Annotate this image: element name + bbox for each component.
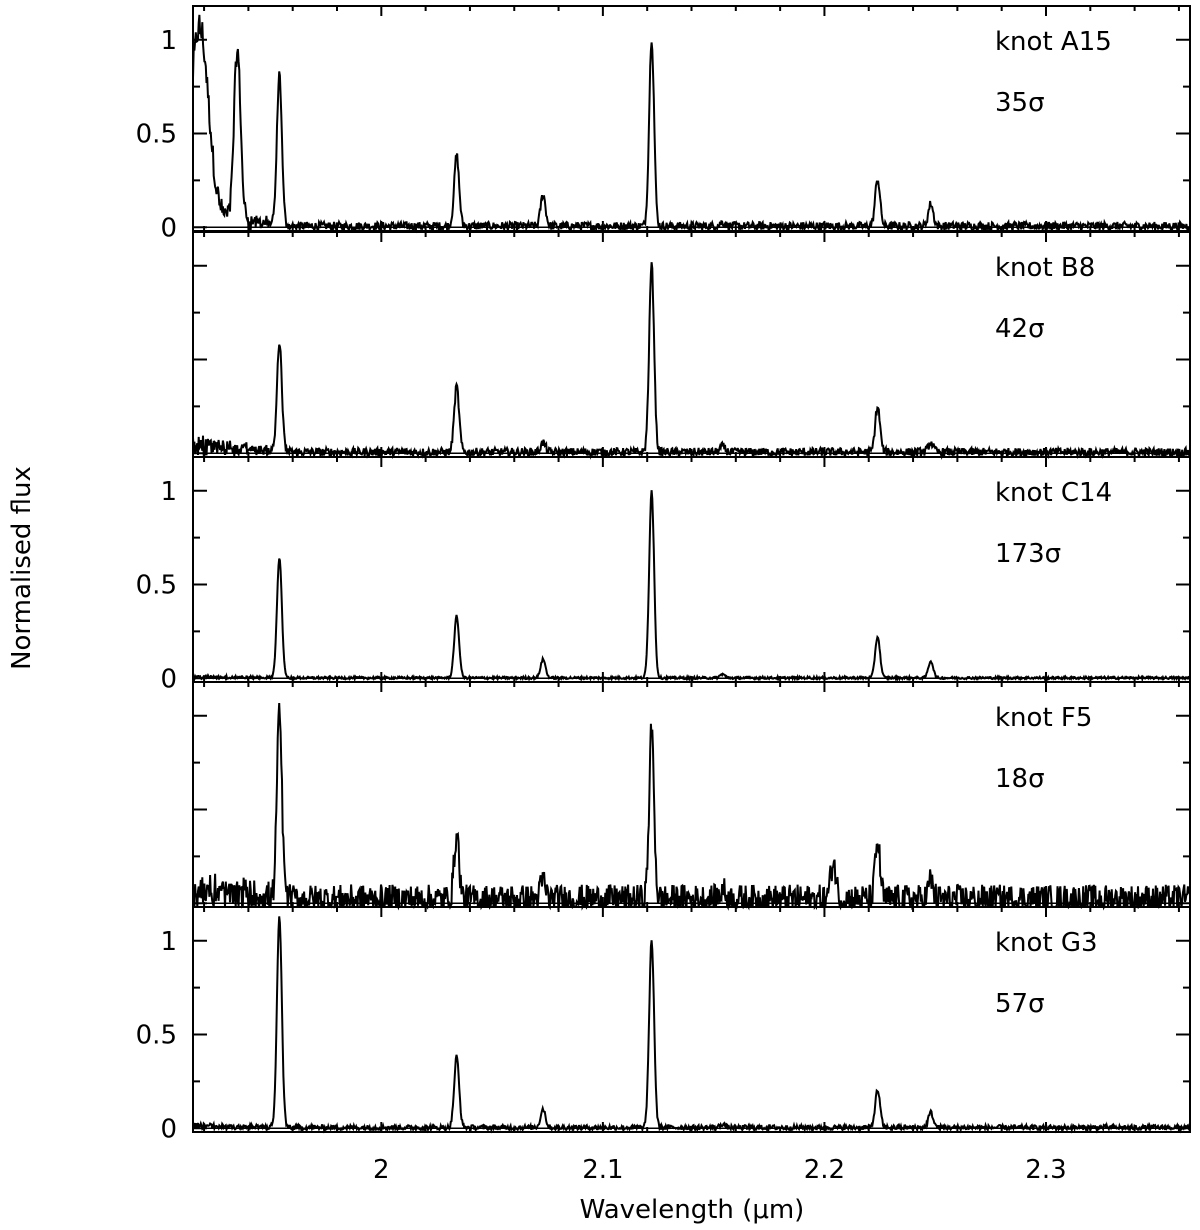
- x-tick-label: 2.3: [1025, 1155, 1066, 1185]
- spectra-panels: 0 0.5 1 knot A15 35σ knot B8 42σ 0 0.5 1 knot C14 1…: [136, 5, 1191, 1144]
- y-tick-label: 1: [160, 927, 177, 957]
- panel-snr-label: 18σ: [995, 764, 1045, 794]
- panel-knot-g3: 0 0.5 1 knot G3 57σ: [136, 906, 1191, 1144]
- x-tick-label: 2: [373, 1155, 390, 1185]
- x-axis-title: Wavelength (μm): [580, 1195, 805, 1225]
- spectrum-line: [192, 490, 1191, 683]
- panel-knot-label: knot A15: [995, 27, 1112, 57]
- y-tick-label: 0.5: [136, 571, 177, 601]
- panel-snr-label: 173σ: [995, 539, 1061, 569]
- panel-knot-label: knot C14: [995, 478, 1112, 508]
- panel-knot-b8: knot B8 42σ: [192, 231, 1191, 461]
- y-tick-label: 0.5: [136, 120, 177, 150]
- spectrum-line: [192, 702, 1191, 911]
- y-tick-label: 0: [160, 1114, 177, 1144]
- panel-snr-label: 57σ: [995, 989, 1045, 1019]
- x-tick-label: 2.2: [804, 1155, 845, 1185]
- panel-knot-a15: 0 0.5 1 knot A15 35σ: [136, 5, 1191, 243]
- y-tick-label: 0: [160, 213, 177, 243]
- panel-snr-label: 42σ: [995, 314, 1045, 344]
- y-tick-label: 0.5: [136, 1021, 177, 1051]
- y-tick-label: 1: [160, 26, 177, 56]
- y-axis-title: Normalised flux: [7, 466, 37, 670]
- panel-knot-label: knot B8: [995, 253, 1095, 283]
- spectrum-line: [192, 14, 1191, 234]
- x-axis-tick-labels: 2 2.1 2.2 2.3: [373, 1155, 1067, 1185]
- panel-knot-label: knot F5: [995, 703, 1092, 733]
- panel-snr-label: 35σ: [995, 88, 1045, 118]
- y-tick-label: 1: [160, 477, 177, 507]
- y-tick-label: 0: [160, 664, 177, 694]
- panel-knot-c14: 0 0.5 1 knot C14 173σ: [136, 456, 1191, 694]
- spectrum-line: [192, 262, 1191, 461]
- x-tick-label: 2.1: [582, 1155, 623, 1185]
- panel-knot-label: knot G3: [995, 928, 1098, 958]
- spectrum-line: [192, 916, 1191, 1134]
- panel-knot-f5: knot F5 18σ: [192, 681, 1191, 911]
